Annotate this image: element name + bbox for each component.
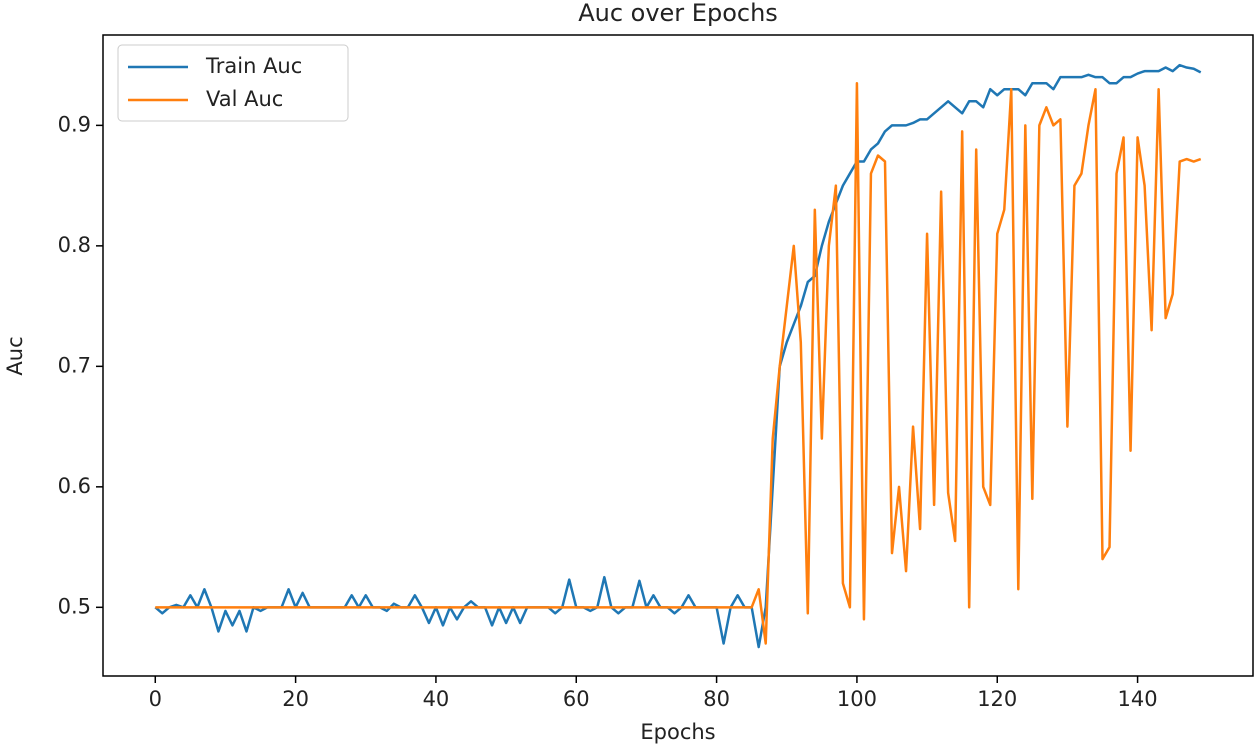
x-axis-label: Epochs — [640, 720, 715, 744]
y-tick-label: 0.9 — [58, 112, 91, 136]
x-tick-label: 20 — [282, 687, 309, 711]
x-tick-label: 60 — [563, 687, 590, 711]
x-tick-label: 140 — [1118, 687, 1158, 711]
y-tick-label: 0.8 — [58, 233, 91, 257]
line-series — [155, 81, 1202, 645]
x-tick-label: 120 — [977, 687, 1017, 711]
plot-frame — [102, 34, 1254, 677]
legend-label: Val Auc — [206, 87, 283, 111]
x-tick-label: 0 — [149, 687, 162, 711]
legend-box — [117, 44, 349, 122]
y-tick-label: 0.7 — [58, 353, 91, 377]
chart-title: Auc over Epochs — [578, 0, 778, 27]
legend-label: Train Auc — [205, 54, 302, 78]
x-tick-label: 80 — [703, 687, 730, 711]
y-tick-label: 0.6 — [58, 474, 91, 498]
x-tick-label: 100 — [837, 687, 877, 711]
line-series — [154, 63, 1202, 649]
x-tick-label: 40 — [423, 687, 450, 711]
y-axis-label: Auc — [3, 336, 27, 375]
y-tick-label: 0.5 — [58, 594, 91, 618]
